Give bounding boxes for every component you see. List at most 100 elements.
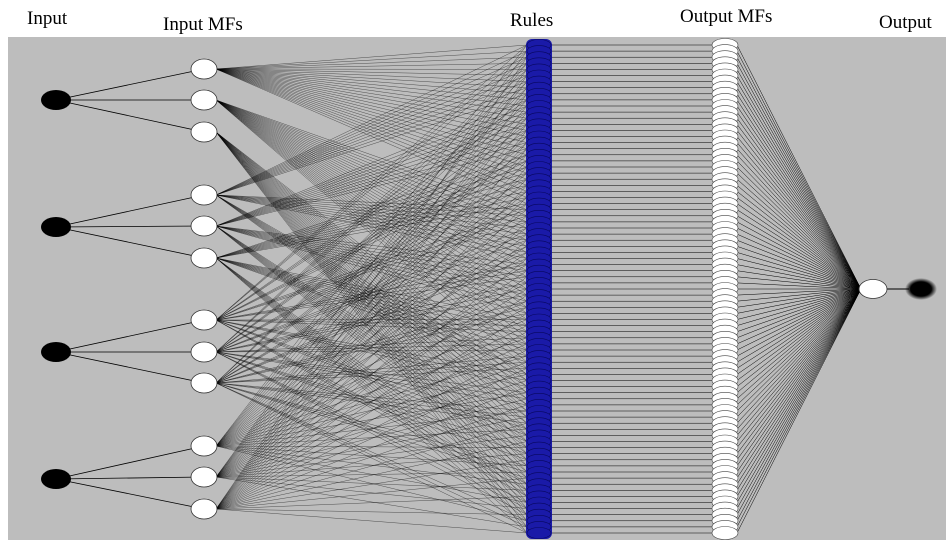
input-mf-node (190, 498, 218, 520)
edge-mf-to-rule (215, 81, 528, 447)
edge-mf-to-rule (215, 301, 528, 447)
edge-mf-to-rule (215, 325, 528, 478)
edge-mf-to-rule (215, 93, 528, 384)
input-mf-node (190, 58, 218, 80)
edge-input-to-mf (55, 445, 205, 480)
edge-mf-to-rule (215, 99, 528, 447)
edge-output-mf-to-output (736, 136, 862, 290)
edge-mf-to-rule (215, 429, 528, 447)
input-node (41, 469, 71, 489)
edge-output-mf-to-output (736, 264, 862, 290)
edge-output-mf-to-output (736, 288, 862, 473)
edge-mf-to-rule (215, 194, 528, 229)
edge-mf-to-rule (215, 131, 528, 497)
edge-mf-to-rule (215, 68, 528, 192)
edge-output-mf-to-output (736, 288, 862, 534)
edge-mf-to-rule (215, 131, 528, 399)
edge-mf-to-rule (215, 131, 528, 515)
edge-mf-to-rule (215, 99, 528, 357)
edge-output-mf-to-output (736, 288, 862, 436)
edge-mf-to-rule (215, 194, 528, 412)
edge-mf-to-rule (215, 374, 528, 447)
edge-mf-to-rule (215, 131, 528, 521)
edge-mf-to-rule (215, 68, 528, 162)
edge-mf-to-rule (215, 154, 528, 447)
edge-mf-to-rule (215, 386, 528, 510)
edges-output-mfs-to-output (736, 44, 862, 534)
edge-output-mf-to-output (736, 288, 862, 448)
edge-mf-to-rule (215, 194, 528, 235)
edge-mf-to-rule (215, 355, 528, 447)
edge-mf-to-rule (215, 351, 528, 399)
edge-mf-to-rule (215, 257, 528, 515)
edge-output-mf-to-output (736, 288, 862, 345)
edge-mf-to-rule (215, 445, 528, 467)
edge-mf-to-rule (215, 203, 528, 510)
edge-output-mf-to-output (736, 99, 862, 290)
edge-mf-to-rule (215, 142, 528, 227)
edge-input-to-mf (55, 194, 205, 228)
edge-output-mf-to-output (736, 166, 862, 290)
edge-output-mf-to-output (736, 209, 862, 290)
input-mf-node (190, 372, 218, 394)
edge-mf-to-rule (215, 258, 528, 510)
output-mfs-layer-label: Output MFs (680, 6, 773, 27)
edge-output-mf-to-output (736, 288, 862, 442)
edge-mf-to-rule (215, 337, 528, 447)
edge-output-mf-to-output (736, 288, 862, 485)
edge-mf-to-rule (215, 276, 528, 321)
edge-output-mf-to-output (736, 118, 862, 290)
edge-mf-to-rule (215, 68, 528, 88)
edge-output-mf-to-output (736, 63, 862, 290)
edge-mf-to-rule (215, 68, 528, 125)
edge-mf-to-rule (215, 99, 528, 210)
edge-mf-to-rule (215, 99, 528, 227)
edge-mf-to-rule (215, 131, 528, 534)
edge-output-mf-to-output (736, 276, 862, 290)
edge-mf-to-rule (215, 99, 528, 302)
edge-mf-to-rule (215, 124, 528, 227)
edge-output-mf-to-output (736, 221, 862, 290)
input-mf-node (190, 89, 218, 111)
edge-output-mf-to-output (736, 288, 862, 515)
edge-mf-to-rule (215, 233, 528, 478)
edge-mf-to-rule (215, 172, 528, 259)
edge-mf-to-rule (215, 68, 528, 137)
edge-mf-to-rule (215, 257, 528, 503)
edge-mf-to-rule (215, 362, 528, 384)
edge-mf-to-rule (215, 142, 528, 478)
edge-mf-to-rule (215, 136, 528, 384)
input-node (41, 217, 71, 237)
edge-mf-to-rule (215, 99, 528, 345)
edge-mf-to-rule (215, 191, 528, 447)
edge-mf-to-rule (215, 99, 528, 351)
edge-mf-to-rule (215, 68, 528, 94)
edge-mf-to-rule (215, 99, 528, 259)
edge-mf-to-rule (215, 68, 528, 119)
edge-mf-to-rule (215, 99, 528, 235)
edge-mf-to-rule (215, 99, 528, 296)
edge-mf-to-rule (215, 63, 528, 447)
edge-mf-to-rule (215, 225, 528, 442)
edge-mf-to-rule (215, 382, 528, 534)
edge-mf-to-rule (215, 270, 528, 321)
edge-input-to-mf (55, 68, 205, 101)
edge-mf-to-rule (215, 404, 528, 510)
edge-mf-to-rule (215, 131, 528, 509)
edge-mf-to-rule (215, 351, 528, 503)
edge-mf-to-rule (215, 148, 528, 510)
edge-mf-to-rule (215, 221, 528, 510)
edge-output-mf-to-output (736, 270, 862, 290)
edge-mf-to-rule (215, 131, 528, 418)
edge-mf-to-rule (215, 194, 528, 424)
edge-mf-to-rule (215, 68, 528, 174)
edge-mf-to-rule (215, 331, 528, 510)
edge-mf-to-rule (215, 99, 528, 271)
edge-mf-to-rule (215, 131, 528, 406)
edge-mf-to-rule (215, 99, 528, 320)
edge-mf-to-rule (215, 194, 528, 247)
edge-mf-to-rule (215, 203, 528, 259)
edge-mf-to-rule (215, 319, 528, 442)
edge-mf-to-rule (215, 194, 528, 393)
edge-mf-to-rule (215, 136, 528, 447)
